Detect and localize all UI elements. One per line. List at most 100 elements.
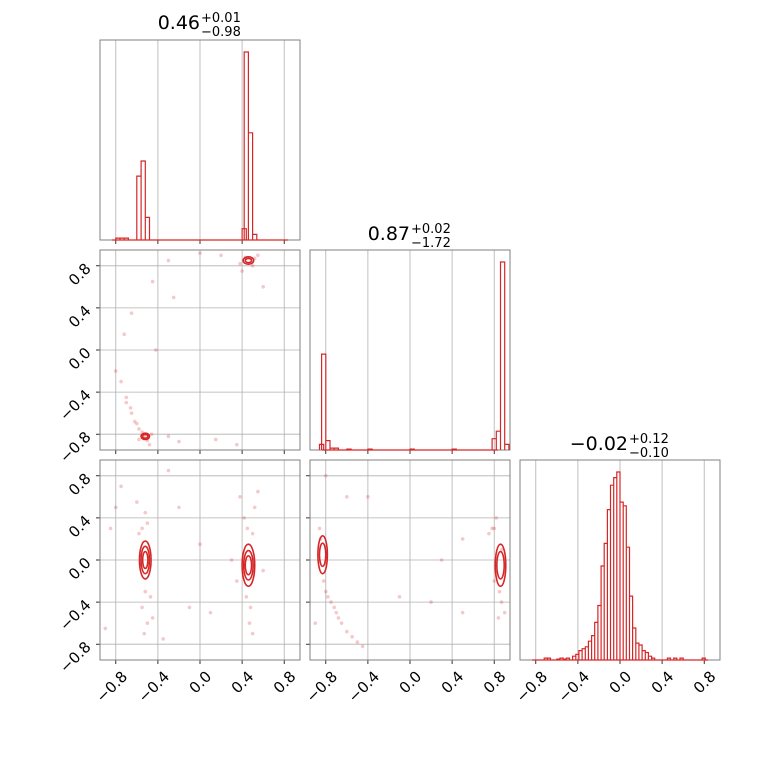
panel-frame [99, 249, 301, 451]
density-contour [244, 554, 253, 576]
sample-point [128, 406, 133, 410]
sample-point [247, 621, 252, 625]
sample-point [345, 495, 349, 499]
sample-point [198, 542, 202, 547]
title-p1-value: 0.46 [158, 12, 200, 34]
sample-point [135, 500, 139, 504]
density-contour [318, 542, 327, 568]
density-contour [141, 433, 149, 440]
sample-point [219, 253, 223, 258]
histogram-p2 [318, 261, 510, 451]
sample-point [256, 489, 260, 494]
sample-point [166, 258, 171, 263]
y-tick-label: −0.4 [56, 596, 94, 634]
x-tick-label: −0.8 [93, 668, 131, 706]
sample-point [235, 442, 239, 447]
sample-point [261, 285, 265, 289]
sample-point [332, 605, 337, 610]
sample-point [238, 495, 242, 499]
sample-point [150, 616, 155, 620]
sample-point [140, 526, 144, 531]
sample-point [350, 635, 354, 639]
sample-point [137, 437, 141, 442]
sample-point [166, 468, 171, 473]
density-contour [242, 256, 255, 266]
y-tick-label: −0.4 [56, 386, 94, 424]
sample-point [502, 610, 507, 615]
sample-point [124, 395, 129, 400]
histogram-p1 [112, 51, 288, 241]
x-tick-label: 0.4 [228, 668, 258, 698]
density-contour [494, 543, 507, 588]
sample-point [143, 589, 148, 594]
sample-point [429, 600, 433, 604]
sample-point [487, 531, 491, 536]
y-tick-label: 0.4 [65, 302, 95, 332]
sample-point [129, 311, 134, 315]
sample-point [323, 589, 328, 594]
sample-point [229, 558, 234, 562]
sample-point [439, 558, 444, 562]
x-tick-label: 0.4 [438, 668, 468, 698]
x-tick-label: 0.0 [186, 668, 216, 698]
panel-frame [99, 459, 301, 661]
sample-point [256, 253, 260, 258]
sample-point [329, 600, 333, 604]
sample-point [140, 605, 144, 610]
sample-point [108, 526, 113, 531]
sample-point [250, 531, 255, 536]
sample-point [490, 526, 494, 531]
sample-point [397, 595, 402, 599]
sample-point [497, 589, 502, 594]
y-tick-label: −0.8 [56, 428, 94, 466]
sample-point [250, 263, 255, 268]
panel-p1-p2 [96, 249, 301, 454]
panel-p1-p1 [99, 39, 301, 244]
sample-point [198, 251, 202, 255]
density-contour [496, 550, 506, 580]
title-p3-lower: −0.10 [629, 446, 669, 461]
y-tick-label: 0.0 [65, 344, 95, 374]
x-tick-label: −0.4 [555, 668, 593, 706]
sample-point [113, 369, 118, 373]
sample-point [492, 579, 497, 583]
sample-point [460, 537, 465, 541]
sample-point [499, 547, 504, 552]
x-tick-label: 0.4 [648, 668, 678, 698]
panel-frame [309, 459, 511, 661]
density-contour [138, 540, 152, 580]
x-tick-label: 0.0 [606, 668, 636, 698]
sample-point [238, 261, 242, 266]
x-tick-label: −0.8 [513, 668, 551, 706]
sample-point [252, 505, 257, 510]
sample-point [339, 621, 344, 625]
sample-point [103, 626, 108, 631]
sample-point [147, 442, 152, 447]
sample-point [499, 600, 504, 604]
x-tick-label: −0.4 [135, 668, 173, 706]
sample-point [145, 521, 150, 525]
density-contour [140, 545, 151, 575]
sample-point [150, 279, 155, 284]
sample-point [494, 516, 499, 520]
sample-point [119, 379, 123, 384]
sample-point [323, 473, 328, 478]
x-tick-label: 0.8 [480, 668, 510, 698]
sample-point [113, 505, 118, 510]
sample-point [153, 348, 158, 352]
x-tick-label: −0.8 [303, 668, 341, 706]
density-contour [317, 534, 329, 575]
sample-point [250, 631, 255, 636]
sample-point [142, 631, 147, 636]
sample-point [321, 579, 326, 583]
sample-point [240, 269, 244, 273]
density-contour [242, 549, 254, 581]
sample-point [261, 568, 265, 573]
histogram-p3 [532, 471, 708, 661]
panel-p1-p3 [96, 459, 301, 664]
sample-point [177, 439, 181, 444]
sample-point [242, 516, 247, 520]
density-contour [244, 257, 253, 264]
y-tick-label: 0.0 [65, 554, 95, 584]
x-tick-label: 0.0 [396, 668, 426, 698]
